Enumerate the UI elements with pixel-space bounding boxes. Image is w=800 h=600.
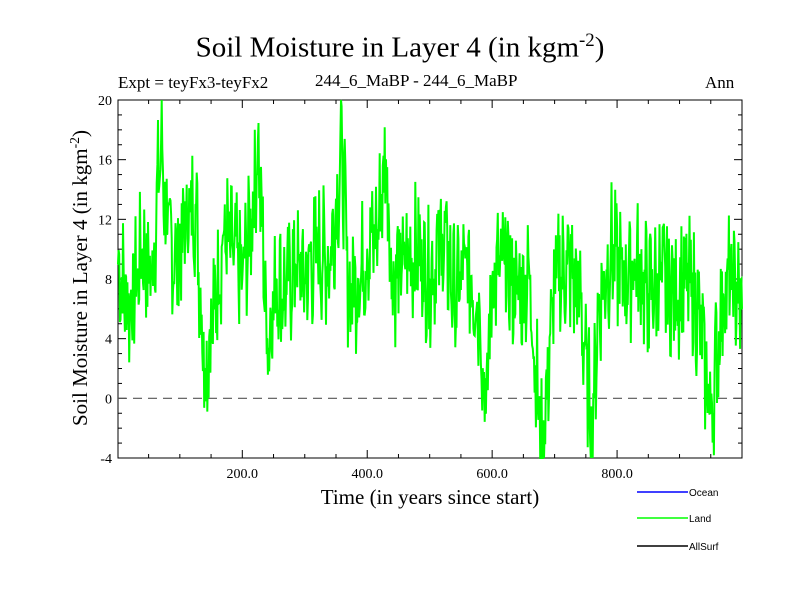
data-point <box>366 248 369 250</box>
data-point <box>403 263 406 265</box>
data-point <box>541 457 543 459</box>
y-tick-label: 0 <box>105 392 112 407</box>
season-label: Ann <box>705 73 735 92</box>
data-point <box>659 278 662 280</box>
data-point <box>741 308 743 310</box>
data-point <box>294 263 297 265</box>
data-point <box>709 412 712 415</box>
data-point <box>591 427 593 429</box>
data-point <box>241 278 244 280</box>
data-point <box>316 248 319 250</box>
data-point <box>266 337 269 340</box>
data-point <box>375 233 378 236</box>
data-point <box>416 248 418 250</box>
data-point <box>516 293 518 295</box>
data-point <box>303 278 306 280</box>
data-point <box>275 278 278 280</box>
data-point <box>175 263 178 265</box>
data-point <box>597 308 600 310</box>
data-point <box>478 308 481 310</box>
data-point <box>257 139 259 142</box>
data-point <box>391 278 394 280</box>
x-tick-label: 400.0 <box>351 467 383 482</box>
experiment-label: Expt = teyFx3-teyFx2 <box>118 73 269 92</box>
data-point <box>697 308 700 310</box>
y-tick-label: 16 <box>98 154 112 169</box>
data-point <box>166 233 169 236</box>
legend-label-ocean: Ocean <box>689 488 718 499</box>
data-point <box>160 140 162 143</box>
y-tick-label: 12 <box>98 213 112 228</box>
data-point <box>647 293 650 295</box>
data-point <box>672 293 675 295</box>
data-point <box>213 308 215 310</box>
data-point <box>204 367 206 370</box>
data-point <box>466 263 468 265</box>
data-point <box>491 278 493 280</box>
y-tick-label: 8 <box>105 273 112 288</box>
data-point <box>194 203 197 206</box>
data-point <box>232 248 234 250</box>
x-tick-label: 600.0 <box>476 467 508 482</box>
data-point <box>428 278 431 280</box>
data-point <box>129 308 131 310</box>
x-tick-label: 800.0 <box>601 467 633 482</box>
data-point <box>357 278 359 280</box>
data-point <box>222 233 225 236</box>
data-point <box>185 218 187 221</box>
data-point <box>385 158 387 161</box>
y-tick-label: 4 <box>105 333 112 348</box>
data-point <box>553 278 556 280</box>
data-point <box>150 278 153 280</box>
data-point <box>453 293 456 295</box>
data-point <box>722 293 725 295</box>
y-tick-label: 20 <box>98 94 112 109</box>
data-point <box>328 263 331 265</box>
data-point <box>684 278 687 280</box>
series-line-land <box>117 99 743 459</box>
data-point <box>610 248 612 250</box>
data-point <box>285 293 287 295</box>
data-point <box>341 149 344 152</box>
legend-label-land: Land <box>689 514 711 525</box>
data-point <box>250 218 253 221</box>
chart-title: Soil Moisture in Layer 4 (in kgm-2) <box>195 30 605 64</box>
x-axis-label: Time (in years since start) <box>320 485 540 509</box>
data-point <box>566 263 568 265</box>
data-point <box>578 293 581 295</box>
data-point <box>622 278 625 280</box>
data-point <box>485 412 487 415</box>
data-point <box>731 278 734 280</box>
data-point <box>117 263 119 265</box>
data-point <box>528 278 531 280</box>
legend-label-allsurf: AllSurf <box>689 542 719 553</box>
data-point <box>141 248 144 250</box>
runs-label: 244_6_MaBP - 244_6_MaBP <box>315 71 518 90</box>
data-point <box>347 293 350 295</box>
data-point <box>635 263 637 265</box>
data-point <box>441 233 443 236</box>
y-tick-label: -4 <box>100 452 112 467</box>
data-point <box>503 263 506 265</box>
x-tick-label: 200.0 <box>227 467 259 482</box>
